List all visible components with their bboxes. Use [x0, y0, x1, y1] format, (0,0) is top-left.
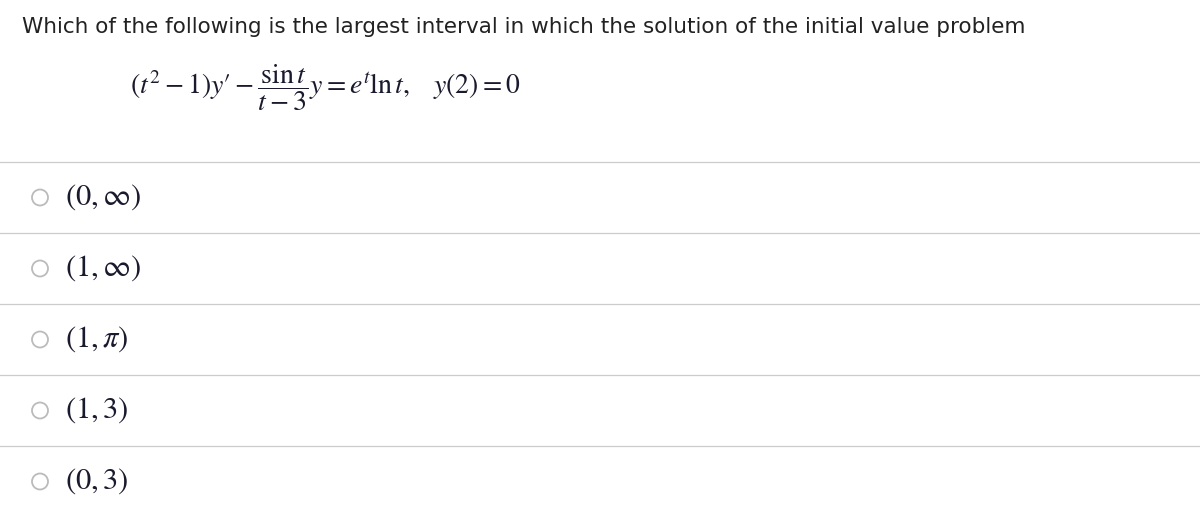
Text: $(t^2 - 1)y\prime - \dfrac{\sin t}{t-3}y = e^t \ln t, \quad y(2) = 0$: $(t^2 - 1)y\prime - \dfrac{\sin t}{t-3}y… — [130, 62, 520, 113]
Text: Which of the following is the largest interval in which the solution of the init: Which of the following is the largest in… — [22, 17, 1026, 37]
Text: $(0, 3)$: $(0, 3)$ — [65, 467, 128, 496]
Text: $(0, \infty)$: $(0, \infty)$ — [65, 183, 142, 212]
Text: $(1, \pi)$: $(1, \pi)$ — [65, 325, 128, 354]
Text: $(1, 3)$: $(1, 3)$ — [65, 396, 128, 425]
Text: $(1, \infty)$: $(1, \infty)$ — [65, 254, 142, 283]
